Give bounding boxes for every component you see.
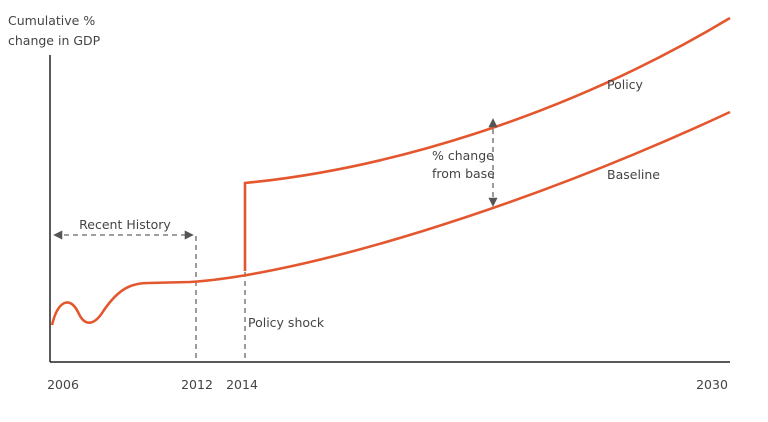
axis-label: change in GDP [8, 33, 101, 48]
series-label: Policy [607, 77, 644, 92]
policy-line [243, 16, 731, 271]
annotation: from base [432, 166, 495, 181]
annotation: Recent History [79, 217, 171, 232]
x-tick-label: 2014 [226, 377, 258, 392]
annotation: Policy shock [248, 315, 325, 330]
x-tick-label: 2012 [181, 377, 213, 392]
baseline-line [50, 110, 731, 326]
x-tick-label: 2006 [47, 377, 79, 392]
series-label: Baseline [607, 167, 660, 182]
annotation: % change [432, 148, 494, 163]
axis-label: Cumulative % [8, 13, 95, 28]
x-tick-label: 2030 [696, 377, 728, 392]
